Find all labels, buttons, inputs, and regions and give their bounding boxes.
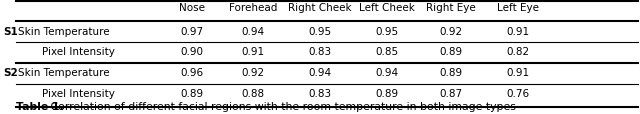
Text: 0.96: 0.96: [180, 68, 204, 78]
Text: 0.91: 0.91: [241, 47, 264, 57]
Text: 0.82: 0.82: [507, 47, 530, 57]
Text: 0.76: 0.76: [507, 88, 530, 98]
Text: 0.92: 0.92: [241, 68, 264, 78]
Text: 0.89: 0.89: [376, 88, 399, 98]
Text: S1: S1: [3, 27, 18, 36]
Text: 0.92: 0.92: [440, 27, 463, 36]
Text: 0.91: 0.91: [507, 27, 530, 36]
Text: Nose: Nose: [179, 3, 205, 13]
Text: Left Cheek: Left Cheek: [359, 3, 415, 13]
Text: 0.83: 0.83: [308, 88, 332, 98]
Text: 0.97: 0.97: [180, 27, 204, 36]
Text: 0.89: 0.89: [440, 68, 463, 78]
Text: Correlation of different facial regions with the room temperature in both image : Correlation of different facial regions …: [47, 101, 516, 111]
Text: 0.85: 0.85: [376, 47, 399, 57]
Text: 0.88: 0.88: [241, 88, 264, 98]
Text: 0.87: 0.87: [440, 88, 463, 98]
Text: Left Eye: Left Eye: [497, 3, 540, 13]
Text: 0.94: 0.94: [376, 68, 399, 78]
Text: Skin Temperature: Skin Temperature: [18, 27, 109, 36]
Text: Skin Temperature: Skin Temperature: [18, 68, 109, 78]
Text: 0.95: 0.95: [376, 27, 399, 36]
Text: Pixel Intensity: Pixel Intensity: [42, 88, 115, 98]
Text: 0.83: 0.83: [308, 47, 332, 57]
Text: 0.91: 0.91: [507, 68, 530, 78]
Text: 0.94: 0.94: [308, 68, 332, 78]
Text: 0.89: 0.89: [440, 47, 463, 57]
Text: 0.90: 0.90: [180, 47, 204, 57]
Text: Right Eye: Right Eye: [426, 3, 476, 13]
Text: Forehead: Forehead: [228, 3, 277, 13]
Text: 0.94: 0.94: [241, 27, 264, 36]
Text: 0.95: 0.95: [308, 27, 332, 36]
Text: S2: S2: [3, 68, 18, 78]
Text: Table 1.: Table 1.: [16, 101, 64, 111]
Text: Pixel Intensity: Pixel Intensity: [42, 47, 115, 57]
Text: 0.89: 0.89: [180, 88, 204, 98]
Text: Right Cheek: Right Cheek: [288, 3, 352, 13]
